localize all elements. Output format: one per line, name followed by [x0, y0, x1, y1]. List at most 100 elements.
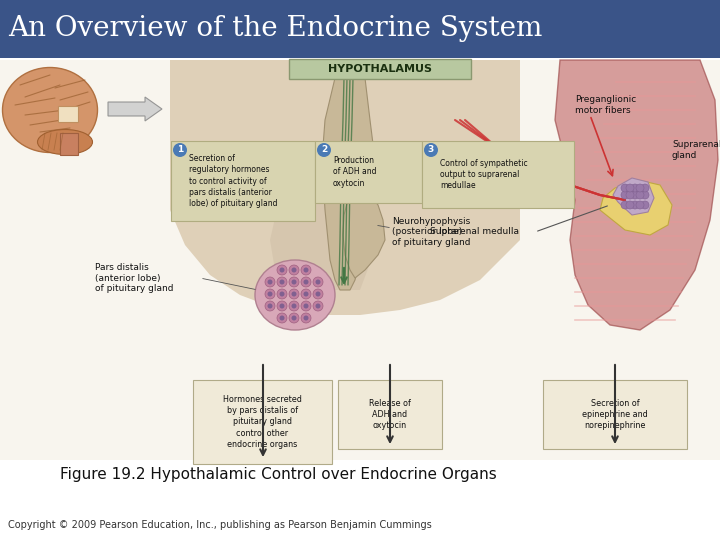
Circle shape [279, 315, 284, 321]
Circle shape [304, 292, 308, 296]
Circle shape [277, 277, 287, 287]
Circle shape [292, 267, 297, 273]
Circle shape [313, 277, 323, 287]
Polygon shape [170, 60, 520, 315]
Circle shape [641, 184, 649, 192]
Circle shape [631, 201, 639, 209]
Text: 3: 3 [428, 145, 434, 154]
Circle shape [641, 201, 649, 209]
Circle shape [621, 201, 629, 209]
Circle shape [277, 265, 287, 275]
Circle shape [626, 191, 634, 199]
Bar [60, 133, 78, 155]
Text: Production
of ADH and
oxytocin: Production of ADH and oxytocin [333, 156, 377, 188]
Circle shape [292, 315, 297, 321]
Circle shape [317, 143, 331, 157]
Circle shape [279, 303, 284, 308]
Circle shape [631, 184, 639, 192]
Circle shape [289, 313, 299, 323]
Circle shape [315, 292, 320, 296]
Polygon shape [555, 60, 718, 330]
Circle shape [277, 289, 287, 299]
Circle shape [268, 292, 272, 296]
Text: Suprarenal
gland: Suprarenal gland [672, 140, 720, 160]
Text: Pars distalis
(anterior lobe)
of pituitary gland: Pars distalis (anterior lobe) of pituita… [95, 263, 174, 293]
Circle shape [424, 143, 438, 157]
Text: Control of sympathetic
output to suprarenal
medullae: Control of sympathetic output to suprare… [440, 159, 528, 191]
Ellipse shape [2, 68, 97, 152]
Circle shape [313, 289, 323, 299]
Circle shape [304, 267, 308, 273]
Ellipse shape [255, 260, 335, 330]
Text: Preganglionic
motor fibers: Preganglionic motor fibers [575, 95, 636, 114]
Circle shape [626, 201, 634, 209]
FancyBboxPatch shape [193, 380, 332, 464]
Polygon shape [322, 78, 375, 290]
Circle shape [265, 289, 275, 299]
Polygon shape [600, 180, 672, 235]
Circle shape [289, 277, 299, 287]
Circle shape [636, 201, 644, 209]
Bar [58, 106, 78, 122]
Circle shape [641, 191, 649, 199]
Circle shape [292, 303, 297, 308]
Circle shape [304, 280, 308, 285]
Circle shape [265, 301, 275, 311]
FancyBboxPatch shape [543, 380, 687, 449]
Text: Release of
ADH and
oxytocin: Release of ADH and oxytocin [369, 399, 411, 430]
Text: Suprarenal medulla: Suprarenal medulla [430, 227, 519, 237]
Text: Hormones secreted
by pars distalis of
pituitary gland
control other
endocrine or: Hormones secreted by pars distalis of pi… [223, 395, 302, 449]
Circle shape [301, 277, 311, 287]
Text: Neurohypophysis
(posterior lobe)
of pituitary gland: Neurohypophysis (posterior lobe) of pitu… [392, 217, 470, 247]
Circle shape [315, 303, 320, 308]
Text: Secretion of
epinephrine and
norepinephrine: Secretion of epinephrine and norepinephr… [582, 399, 648, 430]
Circle shape [301, 313, 311, 323]
FancyBboxPatch shape [338, 380, 442, 449]
Circle shape [304, 303, 308, 308]
Circle shape [279, 292, 284, 296]
Polygon shape [613, 178, 654, 215]
Circle shape [301, 301, 311, 311]
Circle shape [265, 277, 275, 287]
FancyBboxPatch shape [171, 141, 315, 221]
Circle shape [313, 301, 323, 311]
Circle shape [626, 184, 634, 192]
Circle shape [301, 289, 311, 299]
Circle shape [268, 280, 272, 285]
Circle shape [315, 280, 320, 285]
Text: HYPOTHALAMUS: HYPOTHALAMUS [328, 64, 432, 74]
Circle shape [301, 265, 311, 275]
Text: An Overview of the Endocrine System: An Overview of the Endocrine System [8, 16, 542, 43]
Circle shape [173, 143, 187, 157]
Polygon shape [270, 162, 380, 290]
Circle shape [621, 191, 629, 199]
FancyBboxPatch shape [422, 141, 574, 208]
Circle shape [636, 184, 644, 192]
Text: Figure 19.2 Hypothalamic Control over Endocrine Organs: Figure 19.2 Hypothalamic Control over En… [60, 467, 497, 482]
Circle shape [289, 265, 299, 275]
Text: 2: 2 [321, 145, 327, 154]
Circle shape [621, 184, 629, 192]
Circle shape [268, 303, 272, 308]
FancyBboxPatch shape [315, 141, 422, 203]
Ellipse shape [37, 130, 92, 154]
Circle shape [631, 191, 639, 199]
Circle shape [277, 313, 287, 323]
Circle shape [277, 301, 287, 311]
Polygon shape [343, 190, 385, 278]
Bar [0, 0, 720, 58]
Text: Copyright © 2009 Pearson Education, Inc., publishing as Pearson Benjamin Cumming: Copyright © 2009 Pearson Education, Inc.… [8, 520, 432, 530]
Circle shape [292, 292, 297, 296]
FancyBboxPatch shape [289, 59, 471, 79]
Circle shape [279, 267, 284, 273]
Circle shape [279, 280, 284, 285]
Circle shape [289, 289, 299, 299]
Text: 1: 1 [177, 145, 183, 154]
Circle shape [304, 315, 308, 321]
Circle shape [636, 191, 644, 199]
Circle shape [292, 280, 297, 285]
Text: Secretion of
regulatory hormones
to control activity of
pars distalis (anterior
: Secretion of regulatory hormones to cont… [189, 153, 277, 208]
Polygon shape [108, 97, 162, 121]
Circle shape [289, 301, 299, 311]
Bar [0, 60, 720, 460]
